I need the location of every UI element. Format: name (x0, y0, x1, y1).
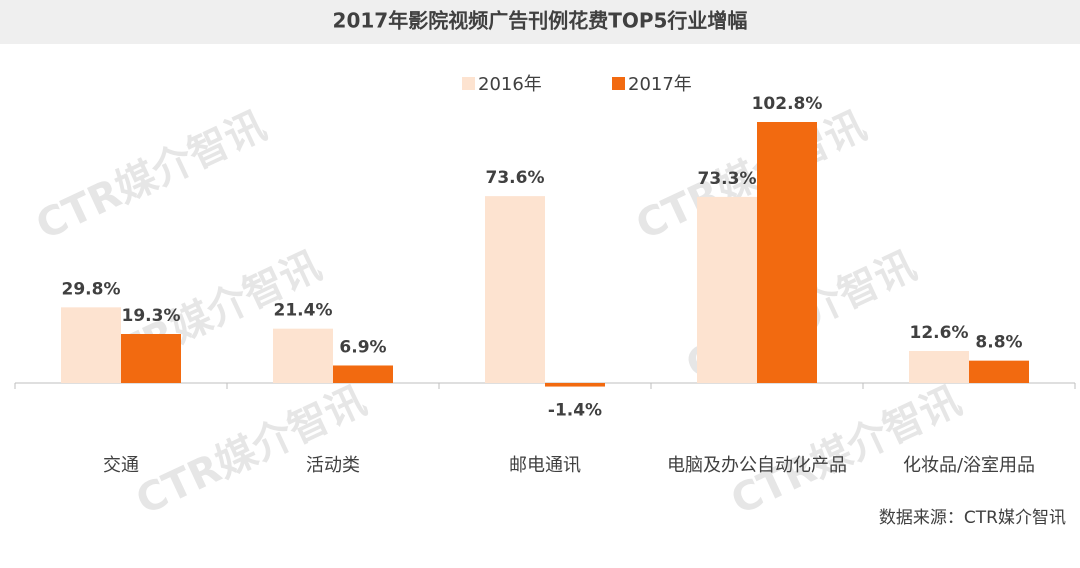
x-tick-label: 活动类 (306, 455, 360, 476)
watermark: CTR媒介智讯 (129, 378, 373, 524)
bar (909, 351, 969, 383)
watermark: CTR媒介智讯 (724, 378, 968, 524)
value-label: 8.8% (975, 333, 1022, 353)
bar (61, 307, 121, 383)
value-label: 19.3% (122, 306, 181, 326)
watermark: CTR媒介智讯 (29, 103, 273, 249)
x-tick-label: 化妆品/浴室用品 (903, 455, 1035, 476)
value-label: -1.4% (548, 401, 602, 421)
value-label: 6.9% (339, 337, 386, 357)
bar (121, 333, 181, 383)
bar (969, 360, 1029, 383)
legend-swatch (462, 77, 475, 90)
bar (273, 328, 333, 383)
chart-title: 2017年影院视频广告刊例花费TOP5行业增幅 (333, 9, 748, 33)
legend-label: 2016年 (478, 74, 542, 95)
title-bar (0, 0, 1080, 44)
value-label: 102.8% (752, 94, 823, 114)
x-tick-label: 邮电通讯 (509, 455, 581, 476)
x-tick-label: 交通 (103, 455, 139, 476)
source-note: 数据来源：CTR媒介智讯 (879, 508, 1066, 528)
bar (757, 122, 817, 383)
bar (545, 383, 605, 387)
legend-swatch (612, 77, 625, 90)
value-label: 21.4% (274, 301, 333, 321)
bar (485, 196, 545, 383)
legend-label: 2017年 (628, 74, 692, 95)
value-label: 73.3% (698, 169, 757, 189)
value-label: 73.6% (486, 168, 545, 188)
value-label: 29.8% (62, 279, 121, 299)
bar (697, 196, 757, 383)
bar (333, 365, 393, 383)
x-tick-label: 电脑及办公自动化产品 (667, 455, 847, 476)
value-label: 12.6% (910, 323, 969, 343)
